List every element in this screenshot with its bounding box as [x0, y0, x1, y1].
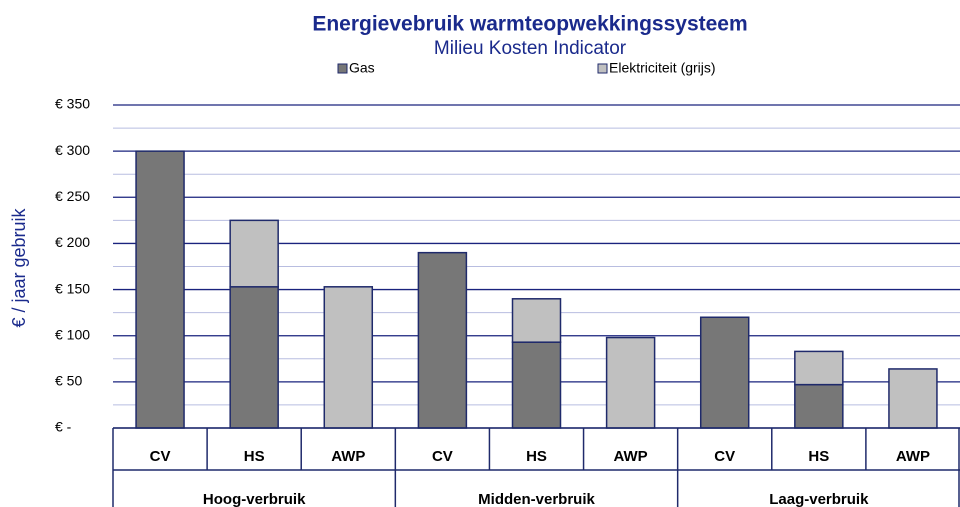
- bar-segment: [323, 286, 374, 429]
- y-tick-label: € 250: [55, 188, 90, 204]
- legend-swatch: [337, 63, 348, 74]
- y-tick-label: € 350: [55, 96, 90, 112]
- x-tick-label: AWP: [331, 448, 365, 465]
- y-tick-label: € 100: [55, 326, 90, 342]
- x-tick-label: AWP: [896, 448, 930, 465]
- bar-segment: [417, 251, 468, 429]
- group-label: Midden-verbruik: [478, 491, 595, 507]
- x-tick-label: CV: [714, 448, 735, 465]
- x-tick-label: CV: [432, 448, 453, 465]
- bar-segment: [135, 150, 185, 429]
- chart-title: Energievebruik warmteopwekkingssysteem: [312, 13, 747, 36]
- y-tick-label: € 200: [55, 234, 90, 250]
- bar-segment: [229, 219, 279, 288]
- x-tick-label: HS: [808, 448, 829, 465]
- legend-label: Gas: [349, 60, 375, 76]
- bar-segment: [511, 298, 562, 343]
- bar-segment: [699, 316, 750, 429]
- y-tick-label: € -: [55, 419, 72, 435]
- bar-segment: [794, 383, 844, 429]
- chart-subtitle: Milieu Kosten Indicator: [434, 38, 627, 59]
- y-axis-label: € / jaar gebruik: [9, 207, 29, 327]
- x-tick-label: AWP: [614, 448, 648, 465]
- legend-label: Elektriciteit (grijs): [609, 60, 716, 76]
- y-tick-label: € 300: [55, 142, 90, 158]
- x-tick-label: HS: [526, 448, 547, 465]
- y-tick-label: € 150: [55, 280, 90, 296]
- bar-segment: [229, 286, 279, 429]
- group-label: Laag-verbruik: [769, 491, 869, 507]
- bar-segment: [605, 336, 656, 429]
- bar-segment: [888, 368, 938, 429]
- legend-swatch: [597, 63, 608, 74]
- bar-segment: [794, 350, 844, 386]
- bar-segment: [511, 341, 562, 429]
- group-label: Hoog-verbruik: [203, 491, 306, 507]
- y-tick-label: € 50: [55, 373, 82, 389]
- x-tick-label: CV: [150, 448, 171, 465]
- x-tick-label: HS: [244, 448, 265, 465]
